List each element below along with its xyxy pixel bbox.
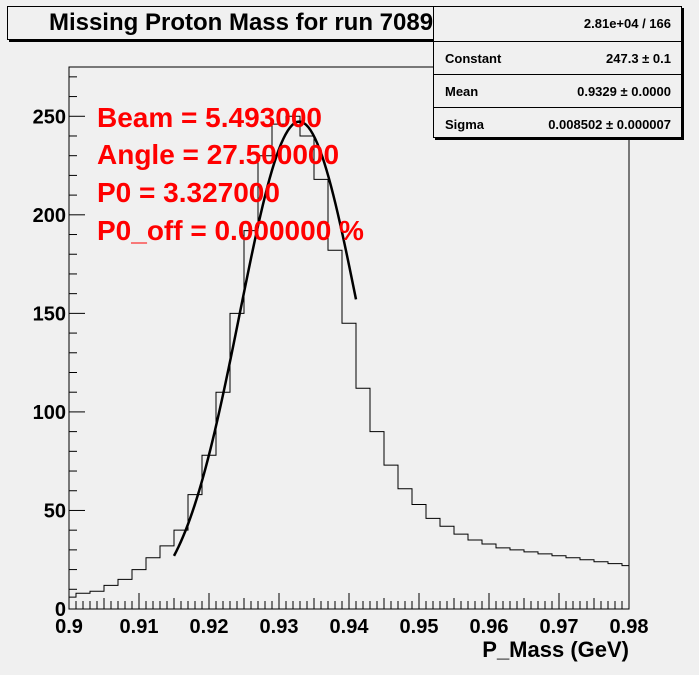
stats-row-constant: Constant 247.3 ± 0.1 [434,41,681,74]
histogram-line [69,115,629,598]
annotation-p0: P0 = 3.327000 [97,177,280,208]
y-tick-label: 150 [33,303,66,325]
stats-row-sigma: Sigma 0.008502 ± 0.000007 [434,107,681,140]
y-tick-label: 250 [33,106,66,128]
x-tick-label: 0.95 [400,616,439,638]
x-tick-label: 0.93 [260,616,299,638]
stat-value: 0.9329 ± 0.0000 [577,84,671,99]
y-tick-label: 50 [44,500,66,522]
stats-entries: 2.81e+04 / 166 [583,16,671,31]
x-tick-label: 0.96 [470,616,509,638]
gaussian-fit-line [172,120,358,557]
x-tick-label: 0.91 [120,616,159,638]
plot-frame [68,66,630,610]
annotation-p0-off: P0_off = 0.000000 % [97,215,364,246]
x-tick-label: 0.92 [190,616,229,638]
x-tick-label: 0.94 [330,616,370,638]
y-tick-label: 0 [55,599,66,621]
annotation-beam: Beam = 5.493000 [97,102,322,133]
stat-label: Constant [445,51,502,66]
y-tick-label: 200 [33,205,66,227]
title-box: Missing Proton Mass for run 7089 [7,6,475,40]
x-tick-label: 0.98 [610,616,649,638]
annotation-angle: Angle = 27.500000 [97,139,340,170]
stats-box: 2.81e+04 / 166 Constant 247.3 ± 0.1 Mean… [433,6,682,138]
y-tick-label: 100 [33,402,66,424]
x-axis-label: P_Mass (GeV) [482,637,629,662]
stat-value: 0.008502 ± 0.000007 [548,117,671,132]
stat-label: Sigma [445,117,485,132]
plot-title: Missing Proton Mass for run 7089 [48,9,434,36]
stat-label: Mean [445,84,479,99]
stat-value: 247.3 ± 0.1 [606,51,671,66]
stats-header-row: 2.81e+04 / 166 [434,7,681,39]
stats-row-mean: Mean 0.9329 ± 0.0000 [434,74,681,107]
x-tick-label: 0.9 [55,616,83,638]
x-tick-label: 0.97 [540,616,579,638]
